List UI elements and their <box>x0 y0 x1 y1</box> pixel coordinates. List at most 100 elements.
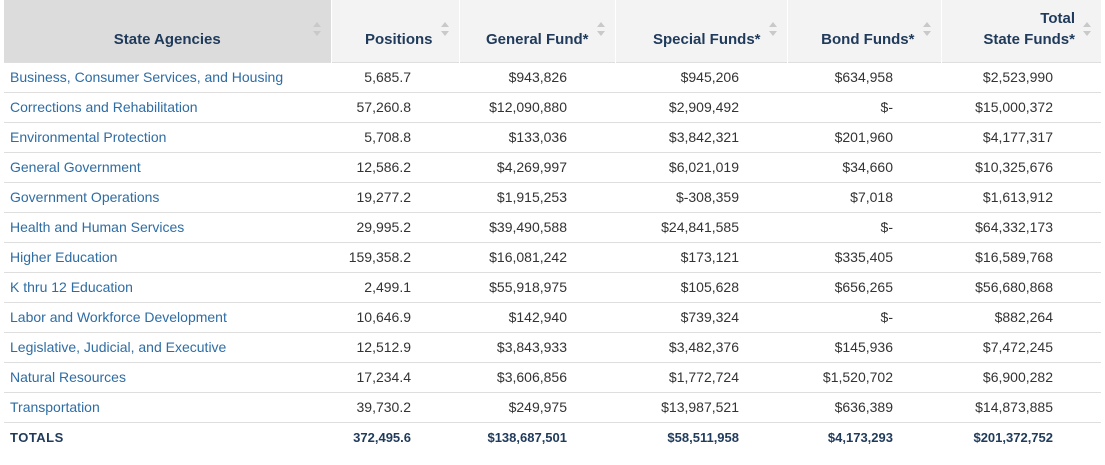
agency-link[interactable]: K thru 12 Education <box>4 271 331 302</box>
cell-special-funds: $945,206 <box>615 61 787 92</box>
cell-total-state-funds: $2,523,990 <box>941 61 1101 92</box>
table-row: Higher Education 159,358.2 $16,081,242 $173… <box>4 241 1101 272</box>
column-header-label: Total <box>1040 9 1075 27</box>
cell-special-funds: $2,909,492 <box>615 91 787 122</box>
cell-total-state-funds: $7,472,245 <box>941 331 1101 362</box>
cell-general-fund: $55,918,975 <box>459 271 615 302</box>
column-header-positions[interactable]: Positions <box>330 0 459 62</box>
totals-cell-agency: TOTALS <box>4 421 331 453</box>
column-header-label: State Agencies <box>113 30 221 48</box>
cell-general-fund: $16,081,242 <box>459 241 615 272</box>
column-header-total-state-funds[interactable]: Total State Funds* <box>940 0 1101 62</box>
cell-special-funds: $-308,359 <box>615 181 787 212</box>
cell-bond-funds: $- <box>787 91 941 122</box>
cell-bond-funds: $634,958 <box>787 61 941 92</box>
cell-positions: 29,995.2 <box>331 211 459 242</box>
agency-link[interactable]: Corrections and Rehabilitation <box>4 91 331 122</box>
cell-special-funds: $13,987,521 <box>615 391 787 422</box>
cell-bond-funds: $201,960 <box>787 121 941 152</box>
table-row: General Government 12,586.2 $4,269,997 $6,0… <box>4 151 1101 182</box>
column-header-state-agencies[interactable]: State Agencies <box>4 0 331 62</box>
cell-bond-funds: $145,936 <box>787 331 941 362</box>
table-row: Environmental Protection 5,708.8 $133,036 $… <box>4 121 1101 152</box>
cell-bond-funds: $7,018 <box>787 181 941 212</box>
table-row: Natural Resources 17,234.4 $3,606,856 $1,77… <box>4 361 1101 392</box>
cell-special-funds: $739,324 <box>615 301 787 332</box>
cell-positions: 17,234.4 <box>331 361 459 392</box>
cell-total-state-funds: $1,613,912 <box>941 181 1101 212</box>
cell-total-state-funds: $15,000,372 <box>941 91 1101 122</box>
cell-general-fund: $249,975 <box>459 391 615 422</box>
cell-positions: 57,260.8 <box>331 91 459 122</box>
cell-total-state-funds: $16,589,768 <box>941 241 1101 272</box>
cell-general-fund: $39,490,588 <box>459 211 615 242</box>
column-header-special-funds[interactable]: Special Funds* <box>614 0 787 62</box>
table-row: Labor and Workforce Development 10,646.9 $… <box>4 301 1101 332</box>
cell-bond-funds: $1,520,702 <box>787 361 941 392</box>
cell-positions: 12,586.2 <box>331 151 459 182</box>
cell-general-fund: $12,090,880 <box>459 91 615 122</box>
cell-special-funds: $1,772,724 <box>615 361 787 392</box>
table-row: Transportation 39,730.2 $249,975 $13,987,52… <box>4 391 1101 422</box>
cell-general-fund: $4,269,997 <box>459 151 615 182</box>
table-row: Corrections and Rehabilitation 57,260.8 $1… <box>4 91 1101 122</box>
agency-link[interactable]: Transportation <box>4 391 331 422</box>
sort-arrows-icon <box>312 22 321 38</box>
cell-general-fund: $142,940 <box>459 301 615 332</box>
table-row: Government Operations 19,277.2 $1,915,253 $… <box>4 181 1101 212</box>
column-header-bond-funds[interactable]: Bond Funds* <box>786 0 941 62</box>
totals-row: TOTALS 372,495.6 $138,687,501 $58,511,958 $4… <box>4 421 1101 453</box>
agency-link[interactable]: Business, Consumer Services, and Housing <box>4 61 331 92</box>
cell-total-state-funds: $56,680,868 <box>941 271 1101 302</box>
state-funds-table: State Agencies Positions General Fund* S… <box>4 0 1101 453</box>
totals-cell-special-funds: $58,511,958 <box>615 421 787 453</box>
column-header-general-fund[interactable]: General Fund* <box>458 0 615 62</box>
cell-bond-funds: $335,405 <box>787 241 941 272</box>
agency-link[interactable]: Environmental Protection <box>4 121 331 152</box>
cell-positions: 12,512.9 <box>331 331 459 362</box>
sort-arrows-icon <box>768 22 777 38</box>
cell-special-funds: $24,841,585 <box>615 211 787 242</box>
cell-bond-funds: $656,265 <box>787 271 941 302</box>
cell-general-fund: $1,915,253 <box>459 181 615 212</box>
column-header-label: General Fund* <box>485 30 589 48</box>
cell-special-funds: $105,628 <box>615 271 787 302</box>
cell-total-state-funds: $882,264 <box>941 301 1101 332</box>
cell-general-fund: $3,843,933 <box>459 331 615 362</box>
cell-total-state-funds: $10,325,676 <box>941 151 1101 182</box>
agency-link[interactable]: Health and Human Services <box>4 211 331 242</box>
cell-special-funds: $173,121 <box>615 241 787 272</box>
sort-arrows-icon <box>440 22 449 38</box>
agency-link[interactable]: Government Operations <box>4 181 331 212</box>
table-body: Business, Consumer Services, and Housing… <box>4 61 1101 453</box>
cell-positions: 5,708.8 <box>331 121 459 152</box>
agency-link[interactable]: Natural Resources <box>4 361 331 392</box>
totals-cell-total-state-funds: $201,372,752 <box>941 421 1101 453</box>
column-header-label-line2: State Funds* <box>983 30 1075 48</box>
cell-positions: 39,730.2 <box>331 391 459 422</box>
column-header-label: Positions <box>364 30 433 48</box>
cell-bond-funds: $- <box>787 301 941 332</box>
agency-link[interactable]: General Government <box>4 151 331 182</box>
agency-link[interactable]: Labor and Workforce Development <box>4 301 331 332</box>
cell-positions: 19,277.2 <box>331 181 459 212</box>
cell-total-state-funds: $64,332,173 <box>941 211 1101 242</box>
cell-positions: 5,685.7 <box>331 61 459 92</box>
table-row: K thru 12 Education 2,499.1 $55,918,975 $10… <box>4 271 1101 302</box>
cell-general-fund: $3,606,856 <box>459 361 615 392</box>
cell-special-funds: $6,021,019 <box>615 151 787 182</box>
agency-link[interactable]: Higher Education <box>4 241 331 272</box>
table-header-row: State Agencies Positions General Fund* S… <box>4 0 1101 62</box>
cell-bond-funds: $636,389 <box>787 391 941 422</box>
cell-total-state-funds: $4,177,317 <box>941 121 1101 152</box>
cell-general-fund: $133,036 <box>459 121 615 152</box>
table-row: Health and Human Services 29,995.2 $39,490… <box>4 211 1101 242</box>
sort-arrows-icon <box>922 22 931 38</box>
sort-arrows-icon <box>596 22 605 38</box>
totals-cell-general-fund: $138,687,501 <box>459 421 615 453</box>
cell-positions: 159,358.2 <box>331 241 459 272</box>
agency-link[interactable]: Legislative, Judicial, and Executive <box>4 331 331 362</box>
cell-positions: 10,646.9 <box>331 301 459 332</box>
cell-bond-funds: $- <box>787 211 941 242</box>
totals-cell-positions: 372,495.6 <box>331 421 459 453</box>
